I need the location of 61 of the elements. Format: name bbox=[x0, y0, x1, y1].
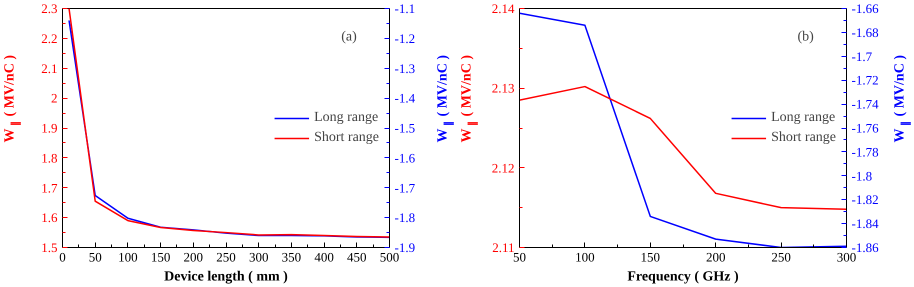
annotation: (a) bbox=[341, 29, 358, 44]
x-tick-label: 150 bbox=[640, 250, 660, 264]
y2-tick-label: -1.8 bbox=[394, 210, 416, 226]
y-tick-label: 2.12 bbox=[492, 160, 514, 176]
y2-tick-label: -1.76 bbox=[852, 120, 880, 136]
y-tick-label: 2.1 bbox=[41, 60, 58, 76]
y-axis-title: W∥ ( MV/nC ) bbox=[2, 54, 22, 142]
y-tick-label: 1.5 bbox=[41, 240, 58, 255]
y-tick-label: 2 bbox=[51, 90, 58, 106]
y2-tick-label: -1.68 bbox=[852, 24, 879, 40]
annotation: (b) bbox=[797, 29, 814, 44]
y-tick-label: 2.2 bbox=[41, 30, 58, 46]
y-tick-label: 2.11 bbox=[492, 240, 515, 255]
y-tick-label: 2.13 bbox=[492, 80, 514, 96]
y2-tick-label: -1.8 bbox=[852, 168, 872, 184]
y2-tick-label: -1.3 bbox=[394, 60, 416, 76]
y2-tick-label: -1.7 bbox=[394, 180, 416, 196]
y2-axis-title: W∥ ( MV/nC ) bbox=[892, 54, 912, 142]
x-tick-label: 250 bbox=[216, 250, 236, 264]
legend-label: Long range bbox=[771, 110, 836, 126]
x-tick-label: 100 bbox=[118, 250, 138, 264]
legend-label: Short range bbox=[771, 130, 836, 146]
x-tick-label: 400 bbox=[314, 250, 334, 264]
y2-tick-label: -1.74 bbox=[852, 96, 880, 112]
y2-tick-label: -1.66 bbox=[852, 1, 880, 16]
x-tick-label: 350 bbox=[282, 250, 302, 264]
legend-label: Short range bbox=[314, 130, 379, 146]
x-axis-title: Device length ( mm ) bbox=[164, 270, 288, 284]
x-tick-label: 200 bbox=[184, 250, 204, 264]
x-tick-label: 50 bbox=[513, 250, 526, 264]
x-tick-label: 200 bbox=[706, 250, 726, 264]
y-tick-label: 1.7 bbox=[41, 180, 58, 196]
y2-tick-label: -1.84 bbox=[852, 216, 880, 232]
legend-label: Long range bbox=[314, 110, 378, 126]
x-tick-label: 0 bbox=[59, 250, 66, 264]
y2-tick-label: -1.5 bbox=[394, 120, 416, 136]
y2-tick-label: -1.2 bbox=[394, 30, 416, 46]
x-tick-label: 150 bbox=[150, 250, 170, 264]
line-series bbox=[520, 86, 846, 210]
x-tick-label: 250 bbox=[771, 250, 791, 264]
y-tick-label: 1.8 bbox=[41, 150, 58, 166]
y-tick-label: 1.6 bbox=[41, 210, 58, 226]
x-tick-label: 50 bbox=[88, 250, 102, 264]
x-tick-label: 100 bbox=[575, 250, 595, 264]
y2-axis-title: W∥ ( MV/nC ) bbox=[436, 54, 454, 142]
x-tick-label: 500 bbox=[380, 250, 400, 264]
y2-tick-label: -1.72 bbox=[852, 72, 879, 88]
x-tick-label: 300 bbox=[248, 250, 268, 264]
x-tick-label: 450 bbox=[347, 250, 367, 264]
x-tick-label: 300 bbox=[836, 250, 856, 264]
y-tick-label: 2.3 bbox=[41, 1, 58, 16]
y2-tick-label: -1.82 bbox=[852, 192, 879, 208]
y2-tick-label: -1.6 bbox=[394, 150, 416, 166]
y-tick-label: 1.9 bbox=[41, 120, 58, 136]
y2-tick-label: -1.7 bbox=[852, 48, 873, 64]
y-axis-title: W∥ ( MV/nC ) bbox=[460, 54, 478, 142]
y2-tick-label: -1.1 bbox=[394, 1, 416, 16]
y-tick-label: 2.14 bbox=[492, 1, 515, 16]
x-axis-title: Frequency ( GHz ) bbox=[627, 270, 740, 284]
y2-tick-label: -1.78 bbox=[852, 144, 879, 160]
y2-tick-label: -1.4 bbox=[394, 90, 416, 106]
